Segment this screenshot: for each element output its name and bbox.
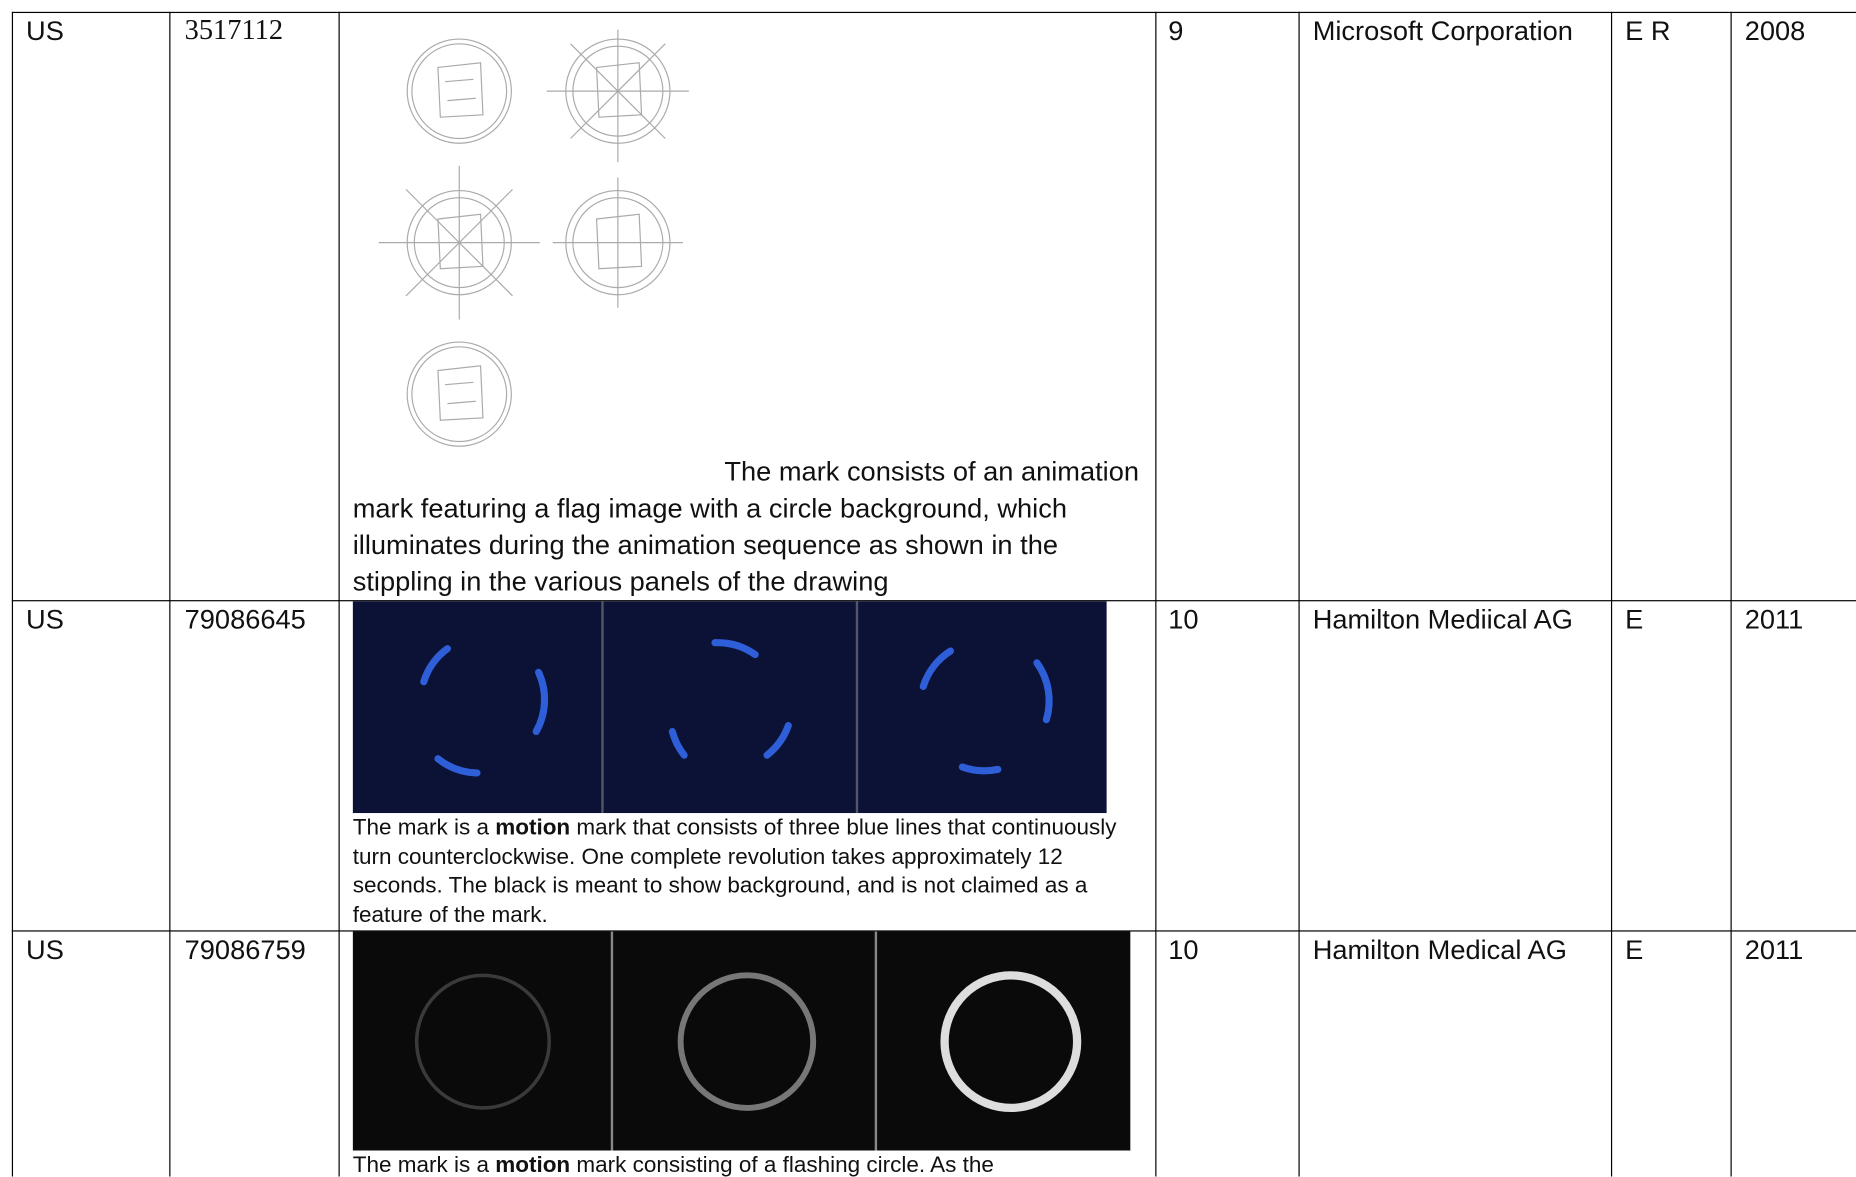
mark-type: E: [1625, 603, 1644, 635]
country: US: [26, 933, 64, 965]
col-border: [1155, 11, 1157, 1177]
bold-text: motion: [495, 815, 571, 841]
country: US: [26, 603, 64, 635]
col-border: [169, 11, 171, 1177]
year: 2011: [1744, 933, 1804, 965]
class: 9: [1168, 15, 1184, 47]
text: The mark is a: [352, 815, 496, 841]
owner: Hamilton Medical AG: [1312, 933, 1567, 965]
mark-type: E R: [1625, 15, 1671, 47]
col-border: [1610, 11, 1613, 1177]
serial-number: 3517112: [184, 15, 284, 47]
owner: Hamilton Mediical AG: [1312, 603, 1573, 635]
mark-description: The mark is a motion mark that consists …: [353, 814, 1134, 930]
mark-image: [352, 601, 1107, 814]
row-border: [11, 930, 1856, 932]
mark-drawing: [378, 29, 689, 447]
mark-image: [352, 931, 1131, 1151]
col-border: [1298, 11, 1300, 1177]
col-border: [1730, 11, 1732, 1177]
year: 2011: [1744, 603, 1804, 635]
col-border: [338, 11, 340, 1177]
class: 10: [1168, 933, 1199, 965]
row-border: [11, 600, 1856, 602]
bold-text: motion: [495, 1152, 571, 1177]
text: The mark is a: [352, 1152, 496, 1177]
col-border: [11, 11, 14, 1177]
year: 2008: [1744, 15, 1806, 47]
mark-description: The mark is a motion mark consisting of …: [353, 1152, 1134, 1177]
country: US: [26, 15, 64, 47]
row-border: [11, 11, 1856, 14]
text: mark consisting of a flashing circle. As…: [570, 1152, 994, 1177]
owner: Microsoft Corporation: [1312, 15, 1573, 47]
mark-type: E: [1625, 933, 1644, 965]
text: mark that consists of three blue lines t…: [352, 815, 1117, 928]
serial-number: 79086759: [184, 933, 306, 965]
serial-number: 79086645: [184, 603, 306, 635]
class: 10: [1168, 603, 1199, 635]
mark-description: The mark consists of an animation mark f…: [352, 455, 1140, 597]
